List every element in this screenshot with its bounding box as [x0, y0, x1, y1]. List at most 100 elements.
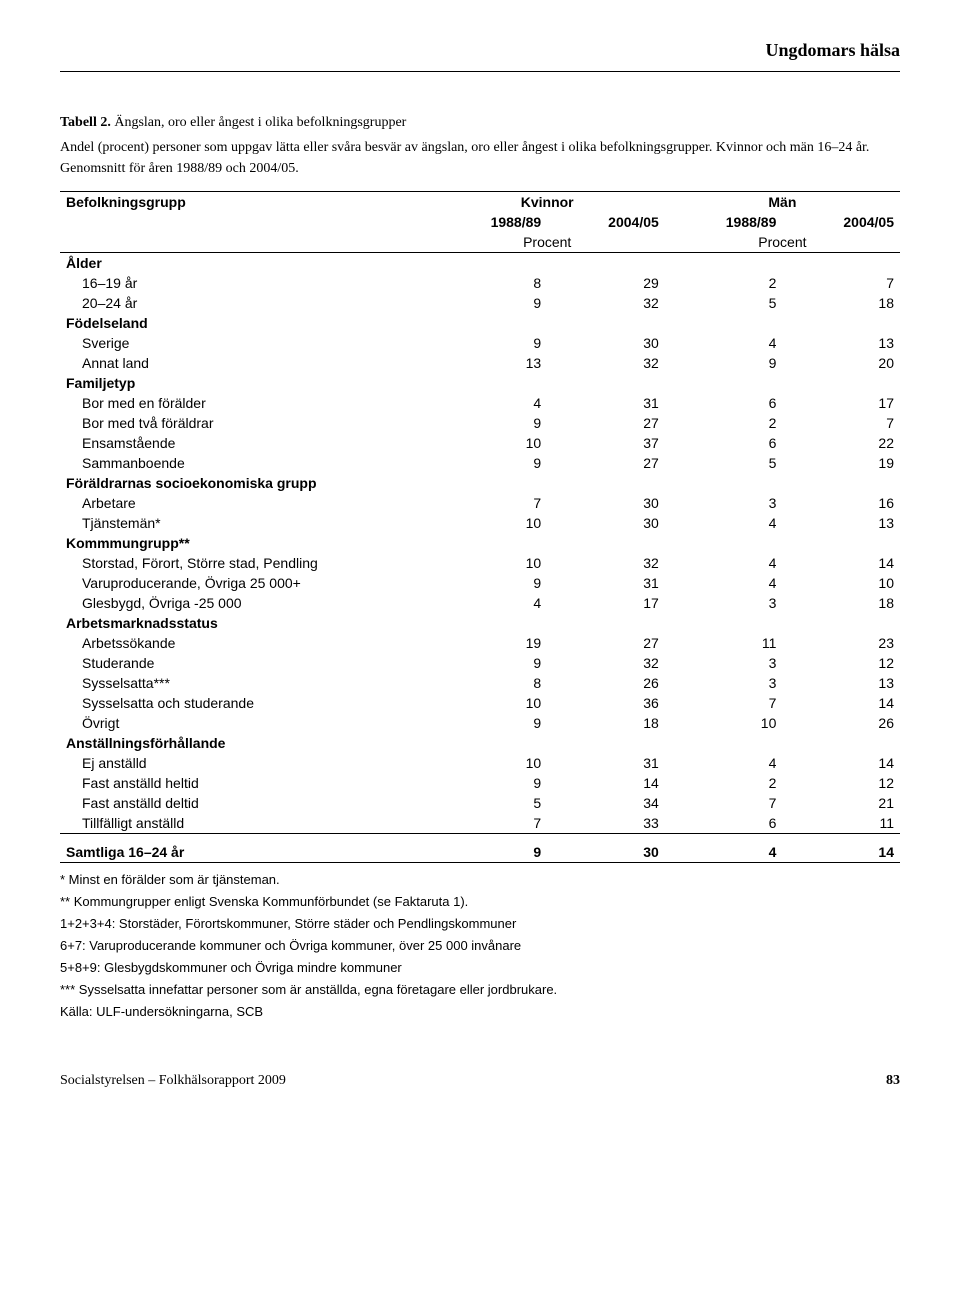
cell-value: 17 — [782, 393, 900, 413]
cell-value: 4 — [430, 593, 548, 613]
cell-value: 8 — [430, 273, 548, 293]
cell-value: 5 — [430, 793, 548, 813]
row-label: Sverige — [60, 333, 430, 353]
cell-value: 11 — [665, 633, 783, 653]
caption-number: Tabell 2. — [60, 115, 111, 130]
cell-value: 22 — [782, 433, 900, 453]
running-header: Ungdomars hälsa — [60, 40, 900, 61]
table-row: Ensamstående1037622 — [60, 433, 900, 453]
cell-value: 5 — [665, 453, 783, 473]
row-label: 16–19 år — [60, 273, 430, 293]
section-heading: Arbetsmarknadsstatus — [60, 613, 430, 633]
section-heading: Kommmungrupp** — [60, 533, 430, 553]
cell-value: 17 — [547, 593, 665, 613]
header-rule — [60, 71, 900, 72]
section-heading: Födelseland — [60, 313, 430, 333]
cell-value: 31 — [547, 393, 665, 413]
total-value: 9 — [430, 842, 548, 863]
cell-value: 10 — [430, 433, 548, 453]
table-row: 20–24 år932518 — [60, 293, 900, 313]
cell-value: 18 — [782, 593, 900, 613]
cell-value: 9 — [430, 653, 548, 673]
cell-value: 29 — [547, 273, 665, 293]
row-label: Fast anställd heltid — [60, 773, 430, 793]
cell-value: 4 — [665, 333, 783, 353]
cell-value: 12 — [782, 653, 900, 673]
col-header-year-3: 2004/05 — [782, 212, 900, 232]
table-row: 16–19 år82927 — [60, 273, 900, 293]
caption-title: Ängslan, oro eller ångest i olika befolk… — [114, 115, 406, 130]
row-label: Sysselsatta och studerande — [60, 693, 430, 713]
cell-value: 2 — [665, 773, 783, 793]
cell-value: 34 — [547, 793, 665, 813]
cell-value: 6 — [665, 813, 783, 834]
cell-value: 7 — [430, 813, 548, 834]
footnote-line: ** Kommungrupper enligt Svenska Kommunfö… — [60, 891, 900, 913]
cell-value: 3 — [665, 673, 783, 693]
cell-value: 32 — [547, 553, 665, 573]
footer-page-number: 83 — [886, 1073, 900, 1089]
table-row: Studerande932312 — [60, 653, 900, 673]
table-row: Glesbygd, Övriga -25 000417318 — [60, 593, 900, 613]
cell-value: 31 — [547, 573, 665, 593]
cell-value: 9 — [430, 573, 548, 593]
table-subtitle: Andel (procent) personer som uppgav lätt… — [60, 137, 900, 179]
row-label: Sysselsatta*** — [60, 673, 430, 693]
row-label: Sammanboende — [60, 453, 430, 473]
table-row: Bor med två föräldrar92727 — [60, 413, 900, 433]
col-header-kvinnor: Kvinnor — [430, 192, 665, 213]
row-label: Tillfälligt anställd — [60, 813, 430, 834]
row-label: Ensamstående — [60, 433, 430, 453]
cell-value: 27 — [547, 413, 665, 433]
col-header-man: Män — [665, 192, 900, 213]
section-heading: Anställningsförhållande — [60, 733, 430, 753]
cell-value: 10 — [782, 573, 900, 593]
total-value: 30 — [547, 842, 665, 863]
section-heading: Ålder — [60, 253, 430, 274]
cell-value: 7 — [665, 793, 783, 813]
cell-value: 31 — [547, 753, 665, 773]
footnote-line: Källa: ULF-undersökningarna, SCB — [60, 1001, 900, 1023]
cell-value: 9 — [430, 413, 548, 433]
cell-value: 16 — [782, 493, 900, 513]
cell-value: 2 — [665, 273, 783, 293]
cell-value: 30 — [547, 493, 665, 513]
cell-value: 10 — [430, 553, 548, 573]
data-table: Befolkningsgrupp Kvinnor Män 1988/89 200… — [60, 191, 900, 863]
cell-value: 23 — [782, 633, 900, 653]
row-label: Glesbygd, Övriga -25 000 — [60, 593, 430, 613]
cell-value: 27 — [547, 453, 665, 473]
cell-value: 30 — [547, 513, 665, 533]
cell-value: 7 — [782, 273, 900, 293]
total-label: Samtliga 16–24 år — [60, 842, 430, 863]
row-label: Arbetare — [60, 493, 430, 513]
col-header-year-2: 1988/89 — [665, 212, 783, 232]
cell-value: 9 — [430, 713, 548, 733]
cell-value: 9 — [430, 773, 548, 793]
cell-value: 13 — [782, 333, 900, 353]
col-header-year-0: 1988/89 — [430, 212, 548, 232]
table-row: Storstad, Förort, Större stad, Pendling1… — [60, 553, 900, 573]
cell-value: 6 — [665, 433, 783, 453]
col-header-group: Befolkningsgrupp — [60, 192, 430, 233]
cell-value: 7 — [782, 413, 900, 433]
row-label: 20–24 år — [60, 293, 430, 313]
table-row: Fast anställd heltid914212 — [60, 773, 900, 793]
table-row: Sammanboende927519 — [60, 453, 900, 473]
cell-value: 14 — [547, 773, 665, 793]
cell-value: 5 — [665, 293, 783, 313]
row-label: Tjänstemän* — [60, 513, 430, 533]
footnote-line: 6+7: Varuproducerande kommuner och Övrig… — [60, 935, 900, 957]
cell-value: 36 — [547, 693, 665, 713]
row-label: Bor med en förälder — [60, 393, 430, 413]
unit-label-man: Procent — [665, 232, 900, 253]
cell-value: 37 — [547, 433, 665, 453]
table-caption: Tabell 2. Ängslan, oro eller ångest i ol… — [60, 112, 900, 133]
cell-value: 4 — [665, 573, 783, 593]
row-label: Annat land — [60, 353, 430, 373]
cell-value: 3 — [665, 493, 783, 513]
cell-value: 12 — [782, 773, 900, 793]
unit-label-kvinnor: Procent — [430, 232, 665, 253]
table-row: Sysselsatta och studerande1036714 — [60, 693, 900, 713]
cell-value: 14 — [782, 753, 900, 773]
